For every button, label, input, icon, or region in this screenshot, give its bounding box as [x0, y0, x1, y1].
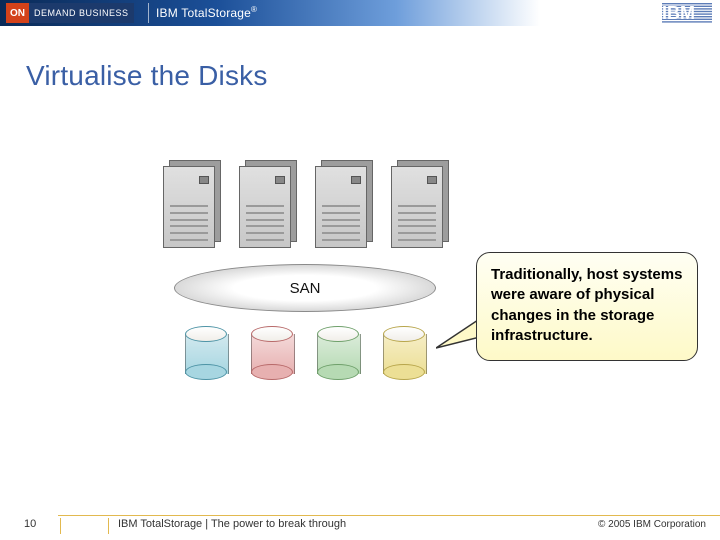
disk-cylinder-icon — [185, 326, 227, 380]
footer-separator — [60, 518, 61, 534]
ibm-logo: IBM — [662, 3, 712, 23]
server-icon — [315, 160, 371, 246]
footer-line — [58, 515, 720, 516]
servers-row — [140, 160, 470, 246]
badge-rest: DEMAND BUSINESS — [29, 3, 134, 23]
callout-text: Traditionally, host systems were aware o… — [491, 266, 682, 344]
footer-separator — [108, 518, 109, 534]
disk-cylinder-icon — [251, 326, 293, 380]
badge-on: ON — [6, 3, 29, 23]
callout-bubble: Traditionally, host systems were aware o… — [476, 252, 698, 361]
san-label: SAN — [290, 280, 321, 297]
server-icon — [391, 160, 447, 246]
svg-text:IBM: IBM — [662, 3, 695, 23]
header-bar: ON DEMAND BUSINESS IBM TotalStorage® IBM — [0, 0, 720, 26]
server-icon — [239, 160, 295, 246]
server-icon — [163, 160, 219, 246]
diagram: SAN — [140, 160, 470, 380]
header-separator — [148, 3, 149, 23]
footer-tagline: IBM TotalStorage | The power to break th… — [118, 518, 346, 530]
on-demand-badge: ON DEMAND BUSINESS — [6, 3, 134, 23]
san-ellipse: SAN — [174, 264, 436, 312]
footer-copyright: © 2005 IBM Corporation — [598, 519, 706, 530]
disk-cylinder-icon — [383, 326, 425, 380]
disk-cylinder-icon — [317, 326, 359, 380]
slide-title: Virtualise the Disks — [26, 60, 268, 92]
disks-row — [140, 326, 470, 380]
header-product-text: IBM TotalStorage® — [156, 6, 257, 20]
page-number: 10 — [24, 518, 36, 530]
header-product-title: IBM TotalStorage® — [156, 5, 257, 20]
